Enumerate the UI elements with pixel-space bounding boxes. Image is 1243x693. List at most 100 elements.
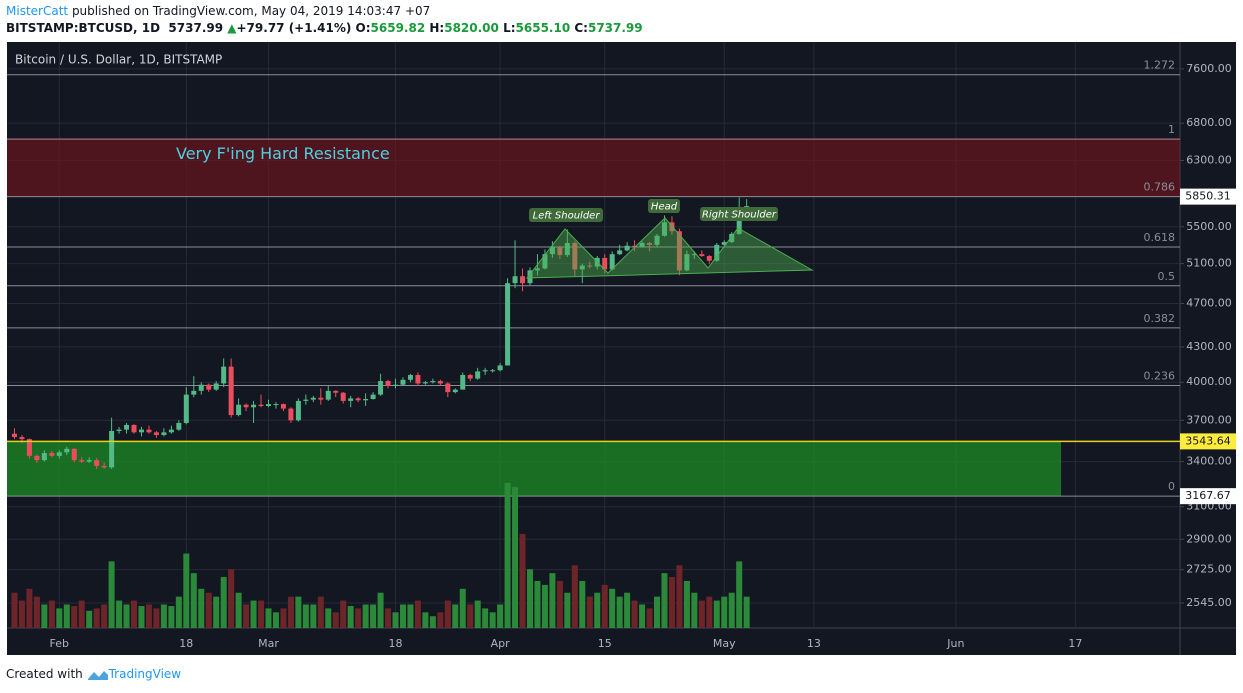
y-tick-label: 7600.00 bbox=[1186, 62, 1232, 75]
candle-body bbox=[236, 404, 242, 416]
change: +79.77 (+1.41%) bbox=[236, 21, 352, 35]
volume-bar bbox=[101, 604, 108, 628]
volume-bar bbox=[280, 608, 287, 628]
candle-body bbox=[94, 460, 100, 466]
candle-body bbox=[520, 276, 526, 284]
y-tick-label: 4700.00 bbox=[1186, 297, 1232, 310]
ohlc-label: C: bbox=[574, 21, 588, 35]
volume-bar bbox=[272, 612, 279, 628]
candle-body bbox=[407, 374, 413, 380]
x-tick-label: 13 bbox=[807, 637, 821, 650]
y-tick-label: 2725.00 bbox=[1186, 563, 1232, 576]
volume-bar bbox=[519, 533, 526, 628]
candle-body bbox=[661, 222, 667, 236]
fib-label: 0.5 bbox=[1158, 270, 1176, 283]
candle-body bbox=[176, 422, 182, 430]
volume-bar bbox=[310, 604, 317, 628]
volume-bar bbox=[728, 592, 735, 628]
volume-bar bbox=[631, 600, 638, 628]
logo bbox=[87, 670, 108, 680]
candle-body bbox=[684, 254, 690, 271]
candle-body bbox=[557, 246, 563, 256]
volume-bar bbox=[295, 596, 302, 628]
volume-bar bbox=[407, 604, 414, 628]
y-tick-label: 3700.00 bbox=[1186, 413, 1232, 426]
volume-bar bbox=[586, 596, 593, 628]
fib-label: 0.382 bbox=[1144, 312, 1176, 325]
volume-bar bbox=[534, 580, 541, 628]
ohlc-value: 5655.10 bbox=[515, 21, 571, 35]
x-tick-label: May bbox=[713, 637, 736, 650]
candle-body bbox=[497, 365, 503, 371]
volume-bar bbox=[41, 604, 48, 628]
volume-bar bbox=[86, 610, 93, 628]
volume-bar bbox=[116, 600, 123, 628]
fib-label: 0.618 bbox=[1144, 231, 1176, 244]
volume-bar bbox=[601, 584, 608, 628]
candle-body bbox=[258, 404, 264, 407]
volume-bar bbox=[706, 596, 713, 628]
volume-bar bbox=[609, 588, 616, 628]
candle-body bbox=[736, 212, 742, 234]
candle-body bbox=[475, 371, 481, 379]
volume-bar bbox=[131, 600, 138, 628]
volume-bar bbox=[325, 608, 332, 628]
ohlc-value: 5820.00 bbox=[444, 21, 499, 35]
y-tick-label: 2545.00 bbox=[1186, 596, 1232, 609]
volume-bar bbox=[250, 600, 257, 628]
pattern-shape bbox=[525, 217, 814, 279]
volume-bar bbox=[287, 596, 294, 628]
volume-bar bbox=[160, 604, 167, 628]
candle-body bbox=[512, 276, 518, 284]
volume-bar bbox=[332, 612, 339, 628]
pattern-label-bg bbox=[529, 208, 603, 222]
volume-bar bbox=[377, 592, 384, 628]
volume-bar bbox=[26, 588, 33, 628]
candle-body bbox=[378, 381, 384, 395]
author[interactable]: MisterCatt bbox=[6, 4, 69, 18]
volume-bar bbox=[512, 486, 519, 628]
candle-body bbox=[549, 246, 555, 255]
y-tick-label: 5500.00 bbox=[1186, 220, 1232, 233]
candle-body bbox=[183, 394, 189, 423]
pattern-label: Right Shoulder bbox=[702, 210, 777, 221]
ohlc-value: 5737.99 bbox=[587, 21, 643, 35]
price-badge bbox=[1180, 488, 1236, 505]
ohlc-label: O: bbox=[355, 21, 371, 35]
candle-body bbox=[213, 383, 219, 390]
price-axis-background bbox=[1180, 42, 1236, 655]
volume-bar bbox=[93, 608, 100, 628]
price-badge bbox=[1180, 188, 1236, 205]
header-line: MisterCatt published on TradingView.com,… bbox=[6, 4, 430, 18]
volume-bar bbox=[444, 600, 451, 628]
candle-body bbox=[467, 374, 473, 379]
volume-bar bbox=[213, 596, 220, 628]
candle-body bbox=[363, 399, 369, 401]
candle-body bbox=[370, 394, 376, 400]
candle-body bbox=[460, 374, 466, 390]
candle-body bbox=[86, 460, 92, 462]
zone-label: Very F'ing Hard Resistance bbox=[176, 144, 390, 163]
candle-body bbox=[415, 374, 421, 384]
fib-label: 1 bbox=[1168, 123, 1175, 136]
candle-body bbox=[168, 429, 174, 433]
volume-bar bbox=[198, 588, 205, 628]
candle-body bbox=[318, 397, 324, 400]
footer-brand[interactable]: TradingView bbox=[108, 667, 182, 681]
header-line: BITSTAMP:BTCUSD, 1D 5737.99 ▲+79.77 (+1.… bbox=[6, 21, 643, 35]
candle-body bbox=[109, 430, 115, 468]
volume-bar bbox=[228, 569, 235, 628]
candle-body bbox=[71, 448, 77, 461]
footer-text: Created with bbox=[6, 667, 83, 681]
ohlc-value: 5659.82 bbox=[370, 21, 426, 35]
volume-bar bbox=[526, 569, 533, 628]
volume-bar bbox=[616, 596, 623, 628]
volume-bar bbox=[56, 608, 63, 628]
volume-bar bbox=[721, 596, 728, 628]
candle-body bbox=[676, 231, 682, 271]
volume-bar bbox=[392, 612, 399, 628]
candle-body bbox=[452, 389, 458, 393]
candle-body bbox=[310, 397, 316, 400]
volume-bar bbox=[422, 612, 429, 628]
volume-bar bbox=[399, 604, 406, 628]
